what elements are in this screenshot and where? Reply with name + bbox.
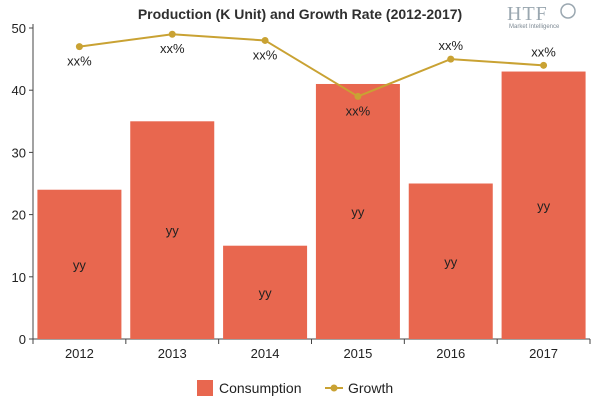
bars-layer: yy yy yy yy yy yy <box>37 71 586 339</box>
growth-point <box>447 55 455 63</box>
y-tick-label: 50 <box>12 21 26 36</box>
growth-value-label: xx% <box>67 54 92 69</box>
axes-layer: 0 10 20 30 40 50 2012 2013 2014 2015 2016 2017 <box>12 21 591 361</box>
x-tick-label: 2014 <box>251 346 280 361</box>
x-tick-label: 2012 <box>65 346 94 361</box>
logo-mark: HTF <box>507 3 548 25</box>
growth-value-label: xx% <box>346 103 371 118</box>
growth-line-layer: xx% xx% xx% xx% xx% xx% <box>67 30 556 118</box>
bar-value-label: yy <box>444 254 458 269</box>
bar-value-label: yy <box>73 257 87 272</box>
x-tick-label: 2016 <box>436 346 465 361</box>
x-tick-label: 2017 <box>529 346 558 361</box>
growth-value-label: xx% <box>531 44 556 59</box>
bar-consumption <box>501 71 586 339</box>
growth-point <box>540 61 548 69</box>
y-tick-label: 10 <box>12 270 26 285</box>
growth-line <box>79 33 544 98</box>
legend-label-growth: Growth <box>348 380 393 396</box>
legend-swatch-consumption <box>197 380 213 396</box>
legend-swatch-growth-marker <box>330 384 338 392</box>
bar-value-label: yy <box>537 198 551 213</box>
y-tick-label: 30 <box>12 145 26 160</box>
bar-consumption <box>37 189 122 339</box>
legend-label-consumption: Consumption <box>219 380 302 396</box>
y-tick-label: 20 <box>12 208 26 223</box>
y-tick-label: 40 <box>12 83 26 98</box>
x-tick-label: 2015 <box>343 346 372 361</box>
bar-consumption <box>223 245 308 339</box>
htf-logo: HTF Market Intelligence <box>507 3 576 30</box>
globe-icon <box>560 3 576 19</box>
bar-consumption <box>130 121 215 339</box>
chart-title: Production (K Unit) and Growth Rate (201… <box>138 6 462 22</box>
logo-subtitle: Market Intelligence <box>509 24 560 30</box>
growth-point <box>168 30 176 38</box>
growth-value-label: xx% <box>438 38 463 53</box>
growth-value-label: xx% <box>253 47 278 62</box>
growth-point <box>261 36 269 44</box>
bar-consumption <box>315 83 400 339</box>
growth-value-label: xx% <box>160 41 185 56</box>
x-tick-label: 2013 <box>158 346 187 361</box>
bar-consumption <box>408 183 493 339</box>
legend: Consumption Growth <box>197 380 393 396</box>
y-tick-label: 0 <box>19 332 26 347</box>
bar-value-label: yy <box>259 285 273 300</box>
bar-value-label: yy <box>166 223 180 238</box>
bar-value-label: yy <box>351 204 365 219</box>
growth-point <box>354 92 362 100</box>
growth-point <box>75 43 83 51</box>
